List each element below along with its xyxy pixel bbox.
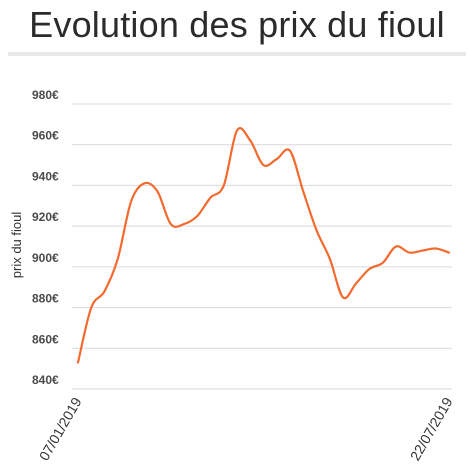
y-axis-title: prix du fioul [9, 212, 24, 279]
x-tick-label: 07/01/2019 [36, 394, 85, 463]
y-tick-label: 960€ [32, 129, 59, 143]
chart-title: Evolution des prix du fioul [29, 4, 445, 45]
y-tick-label: 920€ [32, 210, 59, 224]
series-line [76, 127, 451, 364]
x-tick-label: 22/07/2019 [407, 394, 456, 463]
gridlines [72, 103, 452, 390]
y-tick-label: 940€ [32, 169, 59, 183]
x-axis-ticks: 07/01/2019 22/07/2019 [36, 394, 456, 463]
y-tick-label: 900€ [32, 251, 59, 265]
y-tick-label: 840€ [32, 373, 59, 387]
y-tick-label: 980€ [32, 88, 59, 102]
y-tick-label: 860€ [32, 332, 59, 346]
y-tick-label: 880€ [32, 292, 59, 306]
title-divider [8, 52, 466, 56]
y-axis-ticks: 840€ 860€ 880€ 900€ 920€ 940€ 960€ 980€ [32, 88, 59, 387]
